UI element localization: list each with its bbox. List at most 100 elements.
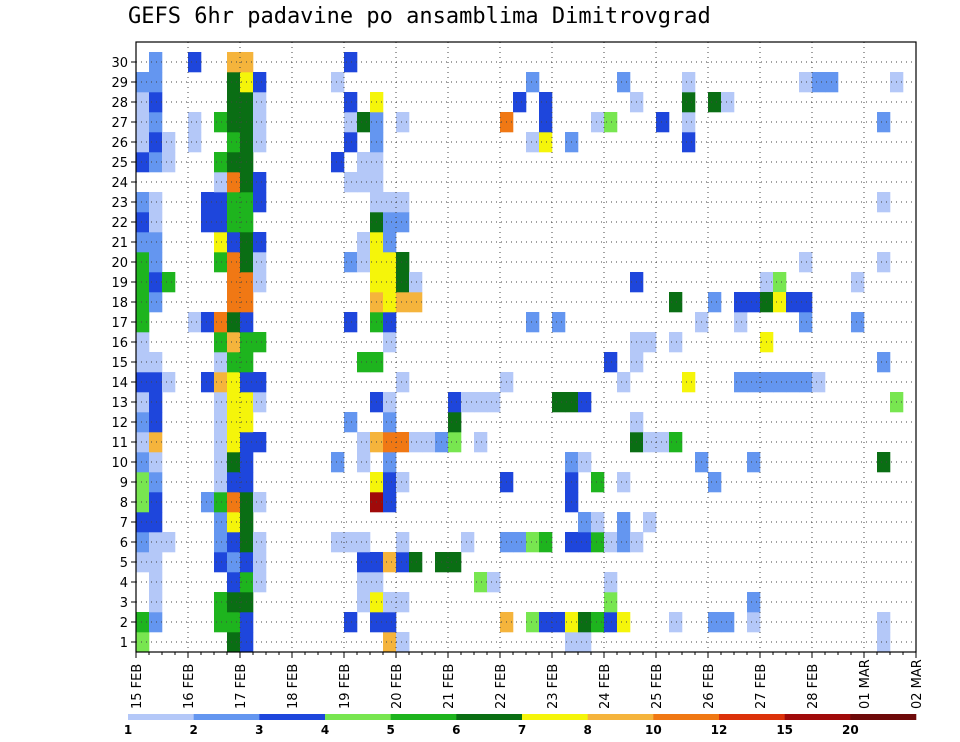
legend-label: 6	[452, 723, 460, 737]
y-tick-label: 19	[111, 276, 128, 291]
heatmap-cell	[539, 132, 553, 153]
heatmap-cell	[214, 612, 228, 633]
legend-label: 2	[189, 723, 197, 737]
heatmap-cell	[877, 452, 891, 473]
heatmap-cell	[214, 472, 228, 493]
y-tick-label: 9	[120, 476, 128, 491]
heatmap-cell	[487, 572, 501, 593]
heatmap-cell	[669, 332, 683, 353]
heatmap-cell	[136, 272, 150, 293]
x-tick-label: 22 FEB	[494, 664, 509, 709]
heatmap-cell	[682, 72, 696, 93]
heatmap-cell	[227, 592, 241, 613]
heatmap-cell	[396, 632, 410, 653]
y-tick-label: 3	[120, 596, 128, 611]
heatmap-cell	[578, 512, 592, 533]
heatmap-cell	[344, 252, 358, 273]
heatmap-cell	[513, 532, 527, 553]
heatmap-cell	[136, 372, 150, 393]
heatmap-cell	[357, 452, 371, 473]
y-tick-label: 11	[111, 436, 128, 451]
heatmap-cell	[682, 92, 696, 113]
heatmap-cell	[149, 372, 163, 393]
heatmap-cell	[786, 372, 800, 393]
heatmap-cell	[136, 492, 150, 513]
heatmap-cell	[214, 452, 228, 473]
heatmap-cell	[383, 432, 397, 453]
legend-label: 12	[711, 723, 728, 737]
heatmap-cell	[383, 212, 397, 233]
heatmap-cell	[201, 372, 215, 393]
x-tick-label: 16 FEB	[182, 664, 197, 709]
heatmap-cell	[721, 612, 735, 633]
chart-title: GEFS 6hr padavine po ansamblima Dimitrov…	[128, 4, 711, 29]
heatmap-cell	[253, 532, 267, 553]
heatmap-cell	[877, 612, 891, 633]
heatmap-cell	[539, 532, 553, 553]
heatmap-cell	[422, 432, 436, 453]
heatmap-cell	[877, 352, 891, 373]
heatmap-cell	[851, 312, 865, 333]
heatmap-cell	[747, 592, 761, 613]
heatmap-cell	[344, 52, 358, 73]
heatmap-cell	[474, 392, 488, 413]
heatmap-cell	[383, 452, 397, 473]
heatmap-cell	[227, 412, 241, 433]
x-tick-label: 24 FEB	[598, 664, 613, 709]
heatmap-cell	[188, 112, 202, 133]
heatmap-cell	[604, 352, 618, 373]
heatmap-cell	[669, 292, 683, 313]
heatmap-cell	[617, 612, 631, 633]
heatmap-cell	[604, 112, 618, 133]
heatmap-cell	[227, 392, 241, 413]
heatmap-cell	[149, 132, 163, 153]
heatmap-cell	[357, 592, 371, 613]
heatmap-cell	[344, 532, 358, 553]
legend-swatch	[784, 714, 851, 720]
heatmap-cell	[149, 212, 163, 233]
legend-swatch	[653, 714, 720, 720]
heatmap-cell	[136, 432, 150, 453]
heatmap-cell	[396, 192, 410, 213]
heatmap-cell	[357, 432, 371, 453]
heatmap-cell	[253, 552, 267, 573]
heatmap-cell	[188, 312, 202, 333]
heatmap-cell	[214, 112, 228, 133]
heatmap-cell	[136, 552, 150, 573]
heatmap-cell	[149, 272, 163, 293]
legend-swatch	[128, 714, 194, 720]
heatmap-cell	[383, 272, 397, 293]
heatmap-cell	[253, 172, 267, 193]
legend-swatch	[390, 714, 457, 720]
heatmap-cell	[383, 192, 397, 213]
heatmap-cell	[188, 132, 202, 153]
y-tick-label: 24	[111, 176, 128, 191]
heatmap-cell	[253, 332, 267, 353]
heatmap-cell	[149, 292, 163, 313]
heatmap-cell	[383, 312, 397, 333]
y-tick-label: 14	[111, 376, 128, 391]
heatmap-cell	[344, 612, 358, 633]
heatmap-cell	[331, 72, 345, 93]
heatmap-cell	[227, 472, 241, 493]
heatmap-cell	[136, 312, 150, 333]
heatmap-cell	[149, 252, 163, 273]
heatmap-cell	[149, 452, 163, 473]
heatmap-cell	[604, 572, 618, 593]
heatmap-cell	[734, 312, 748, 333]
y-tick-label: 17	[111, 316, 128, 331]
heatmap-cell	[812, 72, 826, 93]
heatmap-cell	[253, 272, 267, 293]
heatmap-cell	[513, 92, 527, 113]
heatmap-cell	[227, 292, 241, 313]
heatmap-cell	[799, 72, 813, 93]
heatmap-cell	[253, 92, 267, 113]
heatmap-cell	[383, 552, 397, 573]
heatmap-cell	[149, 192, 163, 213]
heatmap-cell	[877, 252, 891, 273]
heatmap-cell	[227, 72, 241, 93]
heatmap-cell	[149, 472, 163, 493]
heatmap-cell	[383, 632, 397, 653]
heatmap-cell	[448, 412, 462, 433]
heatmap-cell	[331, 452, 345, 473]
